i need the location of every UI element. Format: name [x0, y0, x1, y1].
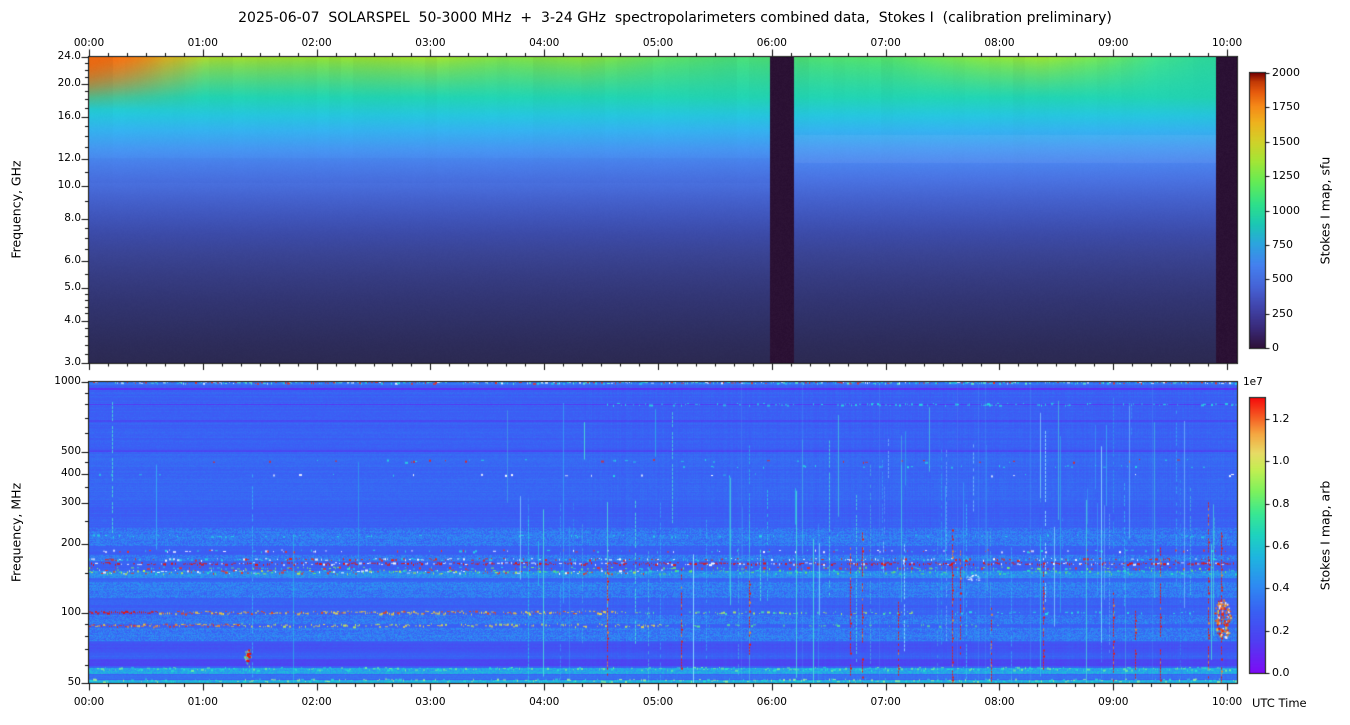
bottom-xtick-label: 05:00 — [642, 696, 674, 708]
sfu-colorbar-tick-label: 1750 — [1272, 100, 1300, 114]
bottom-xtick-label: 08:00 — [984, 696, 1015, 708]
bottom-xtick-label: 01:00 — [187, 696, 218, 708]
top-xtick-label: 03:00 — [415, 37, 446, 49]
mhz-ytick-label: 1000 — [54, 375, 81, 387]
top-xtick-label: 10:00 — [1211, 37, 1243, 49]
arb-colorbar-tick-label: 1.0 — [1272, 454, 1290, 468]
arb-colorbar-tick-label: 0.4 — [1272, 581, 1290, 595]
bottom-xtick-label: 00:00 — [73, 696, 105, 708]
sfu-colorbar-tick-label: 1500 — [1272, 134, 1300, 148]
ghz-ytick-label: 5.0 — [64, 280, 81, 293]
bottom-xtick-label: 06:00 — [756, 696, 787, 708]
colorbar-offset-text: 1e7 — [1243, 376, 1263, 388]
ghz-ytick-label: 16.0 — [57, 109, 81, 122]
arb-colorbar-tick-label: 0.8 — [1272, 496, 1290, 510]
top-xtick-label: 07:00 — [870, 37, 901, 49]
sfu-colorbar-tick-label: 500 — [1272, 272, 1293, 286]
ghz-ytick-label: 10.0 — [57, 178, 81, 191]
mhz-ytick-label: 200 — [60, 536, 81, 549]
mhz-ytick-label: 50 — [67, 676, 81, 688]
ghz-ytick-label: 6.0 — [64, 254, 81, 266]
top-xtick-label: 08:00 — [984, 37, 1015, 49]
top-xtick-label: 00:00 — [73, 37, 105, 49]
bottom-xtick-label: 04:00 — [529, 696, 560, 708]
mhz-ytick-label: 300 — [60, 495, 81, 508]
bottom-xtick-label: 09:00 — [1098, 696, 1129, 708]
bottom-xtick-label: 02:00 — [301, 696, 332, 708]
sfu-colorbar-tick-label: 2000 — [1272, 66, 1300, 79]
ghz-ytick-label: 4.0 — [64, 313, 81, 326]
top-xtick-label: 09:00 — [1098, 37, 1129, 49]
bottom-xtick-label: 03:00 — [415, 696, 446, 708]
ghz-spectrogram-heatmap — [89, 57, 1237, 363]
mhz-spectrogram-heatmap — [89, 382, 1237, 683]
arb-colorbar-label: Stokes I map, arb — [1317, 480, 1333, 591]
mhz-ytick-label: 100 — [60, 606, 81, 619]
arb-colorbar-tick-label: 0.2 — [1272, 623, 1290, 637]
arb-colorbar — [1250, 398, 1265, 673]
figure-title: 2025-06-07 SOLARSPEL 50-3000 MHz + 3-24 … — [238, 10, 1112, 26]
ghz-ytick-label: 24.0 — [57, 50, 81, 62]
bottom-xtick-label: 10:00 — [1211, 696, 1243, 708]
top-xtick-label: 02:00 — [301, 37, 332, 49]
sfu-colorbar-tick-label: 750 — [1272, 237, 1293, 251]
bottom-xtick-label: 07:00 — [870, 696, 901, 708]
arb-colorbar-tick-label: 1.2 — [1272, 412, 1290, 426]
mhz-ytick-label: 400 — [60, 467, 81, 480]
ghz-y-axis-label: Frequency, GHz — [8, 160, 24, 259]
sfu-colorbar-tick-label: 0 — [1272, 341, 1279, 354]
top-xtick-label: 06:00 — [756, 37, 787, 49]
ghz-ytick-label: 3.0 — [64, 356, 81, 368]
x-axis-label: UTC Time — [1252, 696, 1307, 710]
top-xtick-label: 01:00 — [187, 37, 218, 49]
ghz-ytick-label: 12.0 — [57, 152, 81, 164]
mhz-ytick-label: 500 — [60, 444, 81, 457]
sfu-colorbar — [1250, 73, 1265, 348]
top-xtick-label: 04:00 — [529, 37, 560, 49]
sfu-colorbar-tick-label: 1250 — [1272, 169, 1300, 183]
ghz-ytick-label: 20.0 — [57, 76, 81, 89]
ghz-ytick-label: 8.0 — [64, 211, 81, 224]
sfu-colorbar-tick-label: 250 — [1272, 306, 1293, 320]
top-xtick-label: 05:00 — [642, 37, 674, 49]
mhz-y-axis-label: Frequency, MHz — [8, 482, 24, 583]
sfu-colorbar-label: Stokes I map, sfu — [1317, 156, 1333, 265]
sfu-colorbar-tick-label: 1000 — [1272, 203, 1300, 217]
arb-colorbar-tick-label: 0.0 — [1272, 666, 1290, 679]
arb-colorbar-tick-label: 0.6 — [1272, 539, 1290, 553]
